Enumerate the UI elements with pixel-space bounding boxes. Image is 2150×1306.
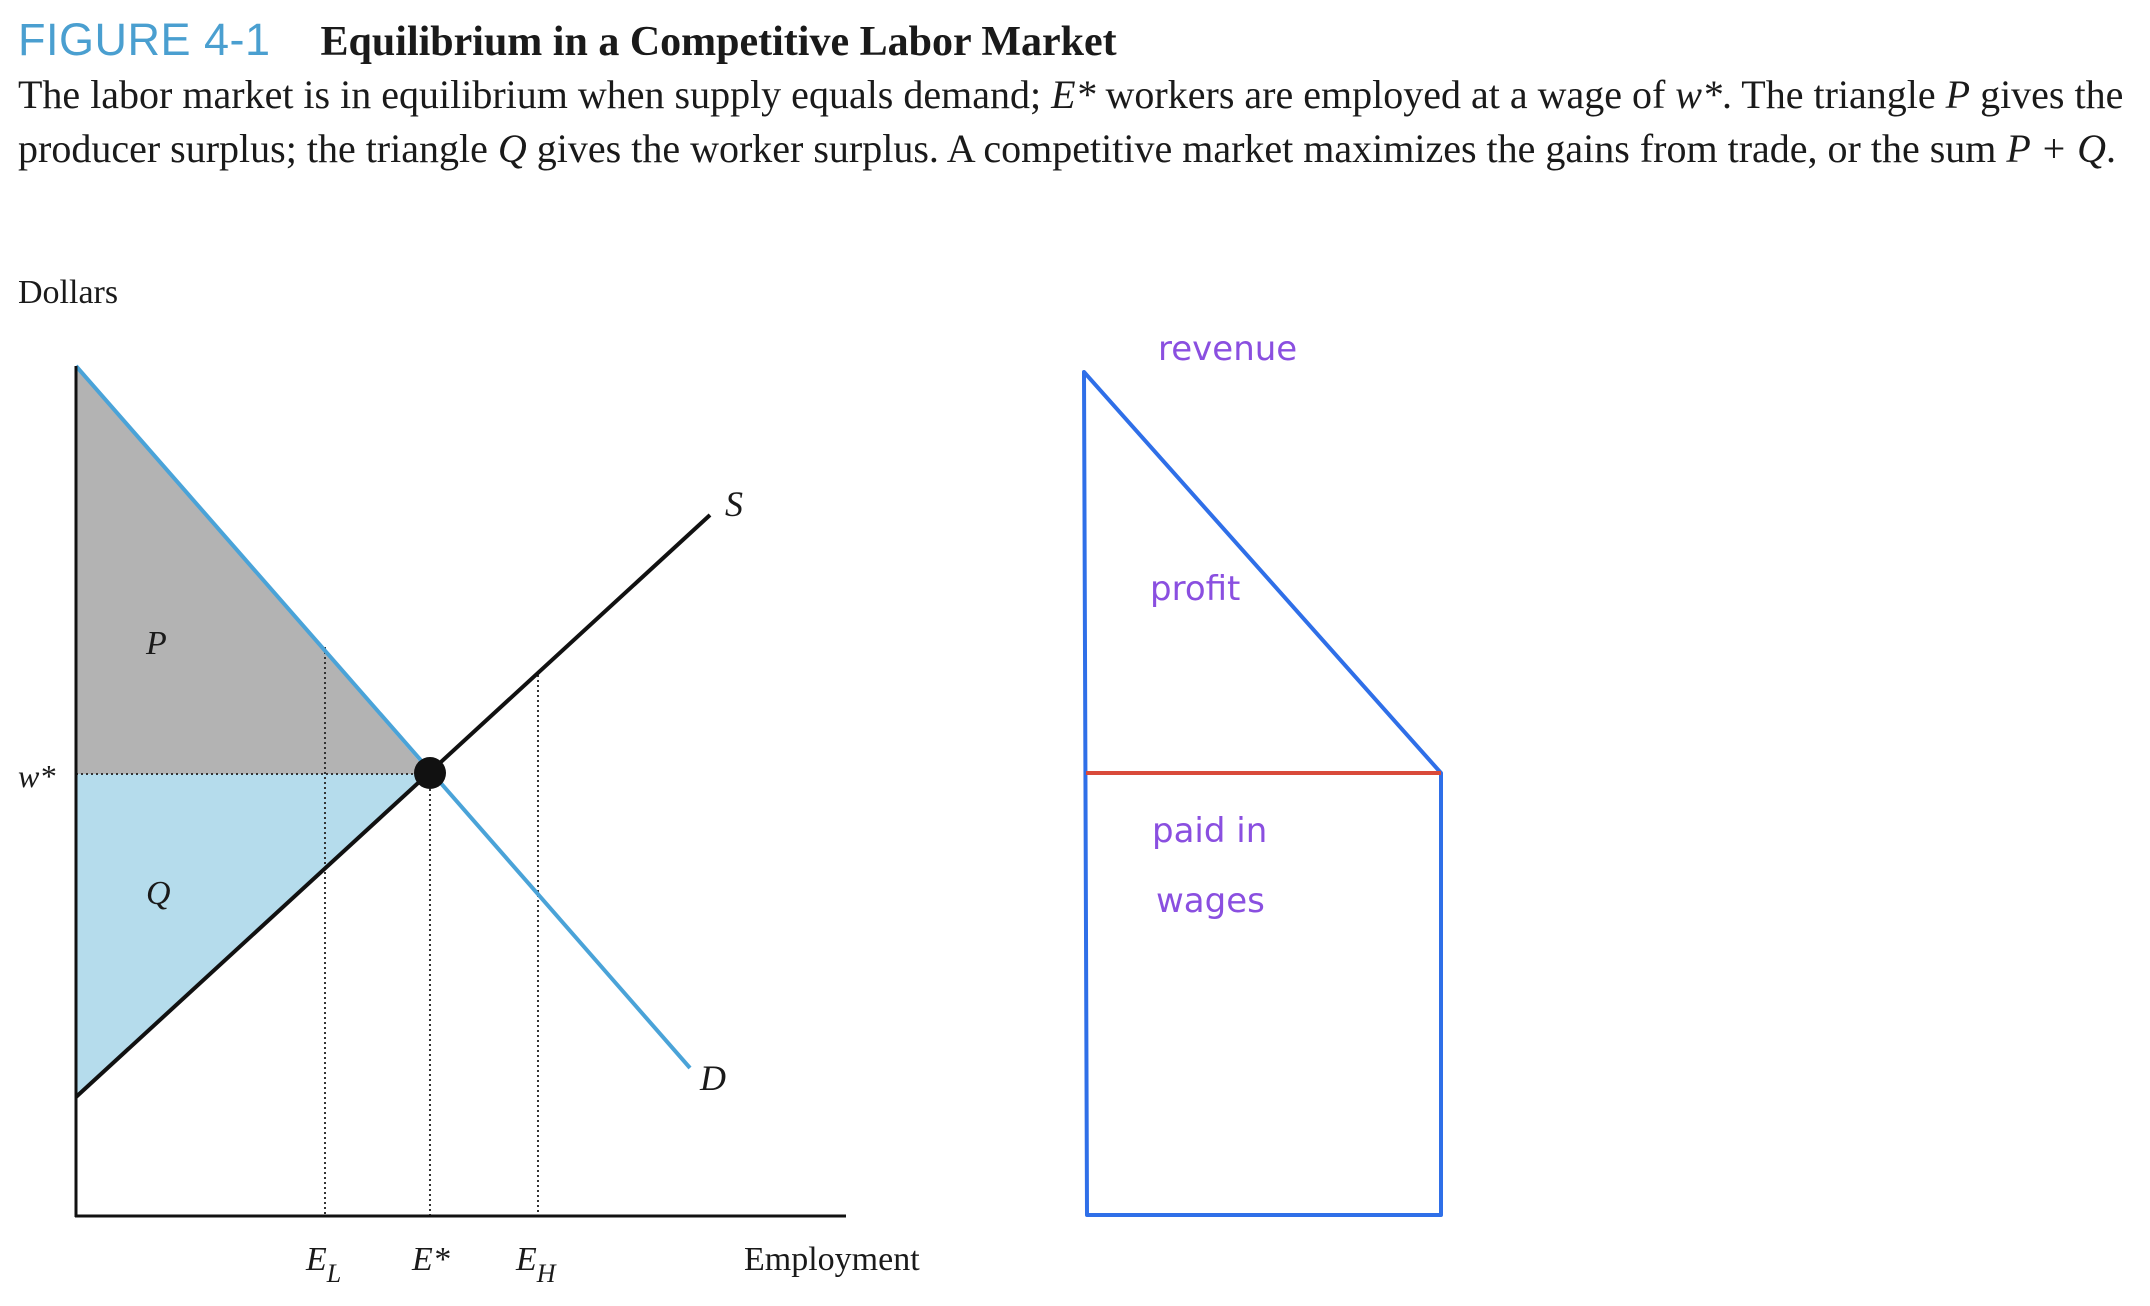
caption-w-star: w* bbox=[1675, 72, 1722, 117]
caption-text: gives the producer surplus; the triangle bbox=[18, 72, 2124, 171]
x-tick-el: EL bbox=[305, 1241, 341, 1288]
region-q-label: Q bbox=[146, 875, 171, 912]
figure-label: FIGURE 4-1 bbox=[18, 14, 271, 65]
annotation-outline bbox=[1082, 370, 1443, 1217]
x-tick-el-subscript: L bbox=[326, 1259, 341, 1288]
caption-e-star: E* bbox=[1051, 72, 1096, 117]
x-tick-eh: EH bbox=[515, 1241, 557, 1288]
x-tick-eh-main: E bbox=[515, 1241, 537, 1278]
figure-header: FIGURE 4-1 Equilibrium in a Competitive … bbox=[18, 14, 2138, 176]
caption-p: P bbox=[1945, 72, 1971, 117]
revenue-label: revenue bbox=[1158, 329, 1297, 369]
caption-text: gives the worker surplus. A competitive … bbox=[526, 126, 2007, 171]
supply-curve bbox=[74, 513, 712, 1099]
x-tick-eh-subscript: H bbox=[536, 1259, 557, 1288]
profit-label: profit bbox=[1150, 569, 1240, 609]
demand-curve bbox=[74, 364, 692, 1070]
caption-text: . The triangle bbox=[1721, 72, 1946, 117]
y-axis-label: Dollars bbox=[18, 274, 118, 311]
caption-q: Q bbox=[497, 126, 527, 171]
x-axis-label: Employment bbox=[744, 1241, 920, 1278]
paid-in-label: paid in bbox=[1152, 811, 1267, 851]
supply-label: S bbox=[725, 484, 743, 524]
caption-text: . bbox=[2106, 126, 2117, 171]
caption-text: workers are employed at a wage of bbox=[1095, 72, 1676, 117]
figure-title-line: FIGURE 4-1 Equilibrium in a Competitive … bbox=[18, 14, 2138, 66]
region-p-label: P bbox=[145, 625, 167, 662]
figure-title: Equilibrium in a Competitive Labor Marke… bbox=[320, 19, 1117, 65]
demand-label: D bbox=[699, 1058, 726, 1098]
x-tick-el-main: E bbox=[305, 1241, 327, 1278]
wages-label: wages bbox=[1156, 881, 1265, 921]
caption-sum: P + Q bbox=[2006, 126, 2107, 171]
equilibrium-point bbox=[414, 757, 446, 789]
x-tick-estar: E* bbox=[411, 1241, 450, 1278]
figure-caption: The labor market is in equilibrium when … bbox=[18, 68, 2138, 176]
wage-label: w* bbox=[18, 758, 55, 794]
caption-text: The labor market is in equilibrium when … bbox=[18, 72, 1052, 117]
